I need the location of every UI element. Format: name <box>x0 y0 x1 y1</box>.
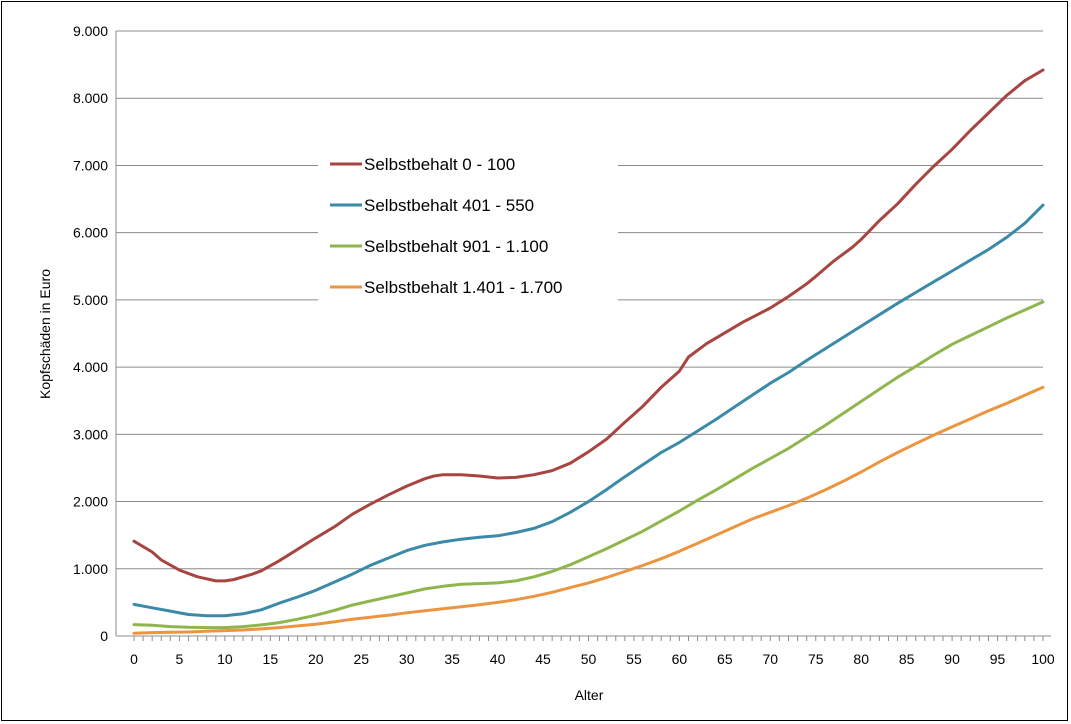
axes: 0 1.000 2.000 3.000 4.000 5.000 6.000 7.000 8.00… <box>73 23 1055 667</box>
x-tick-label: 25 <box>353 651 369 667</box>
legend-label: Selbstbehalt 1.401 - 1.700 <box>364 278 562 297</box>
x-tick-label: 0 <box>130 651 138 667</box>
y-tick-label: 8.000 <box>73 90 108 106</box>
x-axis-label: Alter <box>575 687 604 703</box>
x-tick-label: 75 <box>808 651 824 667</box>
legend: Selbstbehalt 0 - 100 Selbstbehalt 401 - 5… <box>318 142 618 310</box>
legend-label: Selbstbehalt 401 - 550 <box>364 196 534 215</box>
x-tick-label: 95 <box>990 651 1006 667</box>
x-tick-label: 10 <box>217 651 233 667</box>
series-line <box>132 203 1045 618</box>
y-tick-label: 7.000 <box>73 157 108 173</box>
x-tick-label: 50 <box>581 651 597 667</box>
legend-label: Selbstbehalt 901 - 1.100 <box>364 237 548 256</box>
x-tick-label: 35 <box>444 651 460 667</box>
x-tick-label: 85 <box>899 651 915 667</box>
series-line <box>132 385 1045 635</box>
y-tick-label: 5.000 <box>73 292 108 308</box>
x-tick-label: 80 <box>853 651 869 667</box>
x-tick-label: 65 <box>717 651 733 667</box>
x-tick-label: 90 <box>944 651 960 667</box>
y-tick-label: 4.000 <box>73 359 108 375</box>
legend-label: Selbstbehalt 0 - 100 <box>364 155 515 174</box>
series-line <box>132 68 1045 583</box>
series-lines <box>132 68 1045 635</box>
y-tick-label: 2.000 <box>73 494 108 510</box>
y-tick-label: 0 <box>100 628 108 644</box>
x-tick-label: 70 <box>763 651 779 667</box>
legend-box <box>318 142 618 310</box>
x-tick-label: 20 <box>308 651 324 667</box>
x-tick-label: 55 <box>626 651 642 667</box>
x-tick-label: 40 <box>490 651 506 667</box>
y-tick-label: 9.000 <box>73 23 108 39</box>
y-axis-label: Kopfschäden in Euro <box>37 269 53 399</box>
x-tick-label: 15 <box>263 651 279 667</box>
y-tick-label: 1.000 <box>73 561 108 577</box>
x-tick-label: 45 <box>535 651 551 667</box>
x-tick-label: 100 <box>1031 651 1055 667</box>
x-tick-label: 5 <box>176 651 184 667</box>
x-tick-label: 60 <box>672 651 688 667</box>
x-tick-label: 30 <box>399 651 415 667</box>
y-tick-label: 6.000 <box>73 225 108 241</box>
series-line <box>132 300 1045 630</box>
y-tick-label: 3.000 <box>73 426 108 442</box>
